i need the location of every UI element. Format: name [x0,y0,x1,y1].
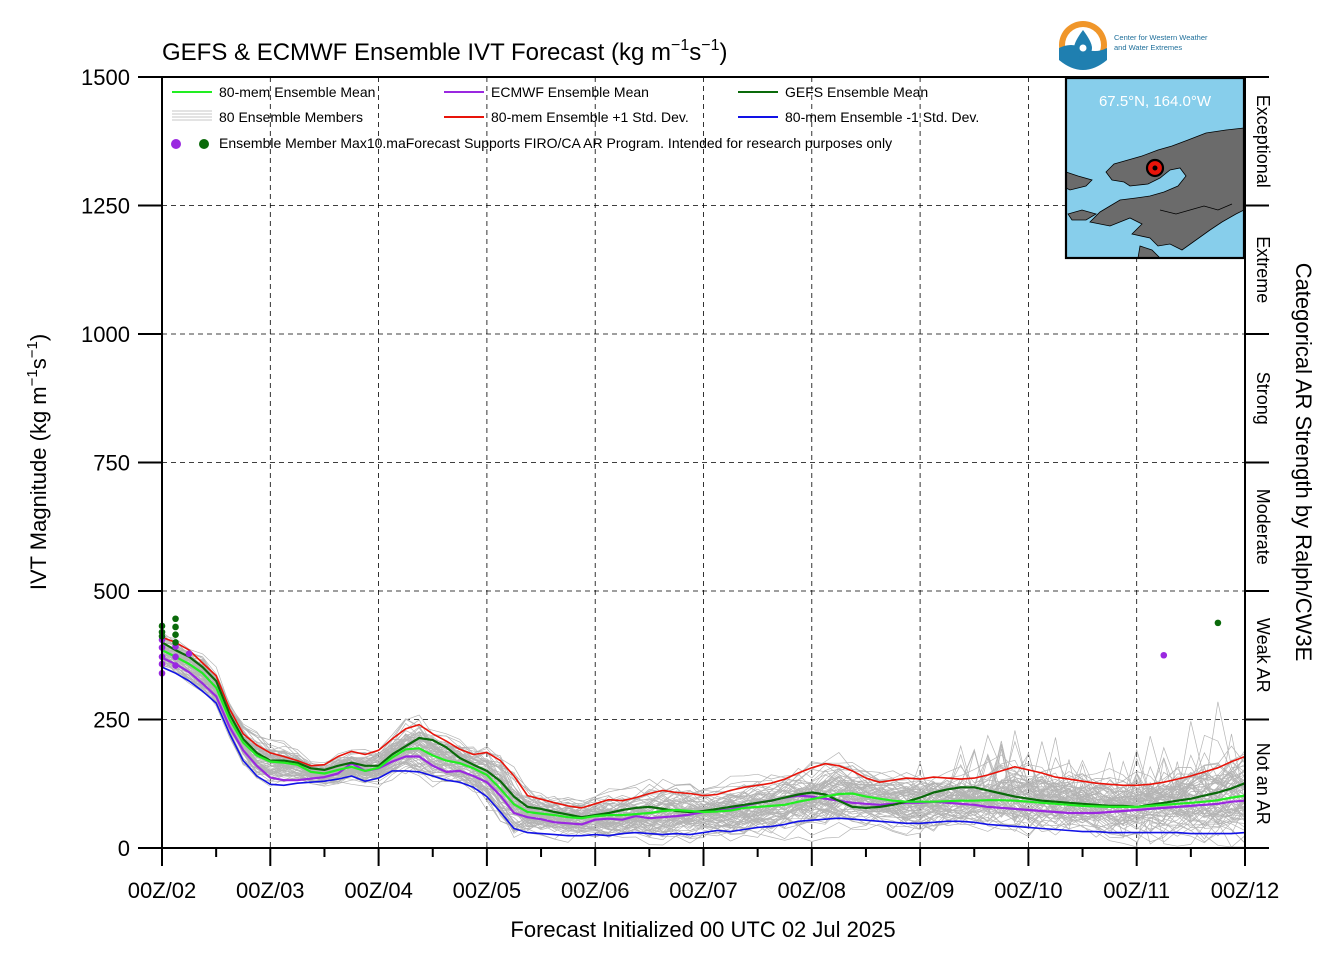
y-tick-label: 0 [118,836,130,861]
ensemble-member-line [161,646,1246,824]
max-point [172,639,179,646]
chart-title: GEFS & ECMWF Ensemble IVT Forecast (kg m… [162,37,728,66]
series-line-4 [161,666,1246,837]
chart-title-mid: s [689,39,701,66]
legend-label-80mem-mean: 80-mem Ensemble Mean [219,84,375,100]
inset-map-frame [1064,76,1246,260]
chart-title-text: GEFS & ECMWF Ensemble IVT Forecast (kg m [162,39,671,66]
y-axis-label-text: IVT Magnitude (kg m [26,386,51,590]
cw3e-logo: Center for Western Weather and Water Ext… [1059,21,1208,70]
y-tick-label: 1000 [81,322,130,347]
series-line-3 [161,636,1246,809]
x-tick-label: 00Z/08 [778,878,847,903]
y-tick-label: 1250 [81,194,130,219]
series-line-0 [161,649,1246,820]
legend: 80-mem Ensemble Mean ECMWF Ensemble Mean… [171,84,979,151]
category-label: Extreme [1253,236,1273,303]
ensemble-member-line [161,635,1246,818]
y-axis-label-exp1: −1 [24,369,41,386]
max-point [1160,651,1168,659]
x-tick-label: 00Z/02 [128,878,197,903]
y-tick-label: 250 [93,708,130,733]
axes [138,76,1246,866]
ensemble-member-line [161,665,1246,836]
category-label: Strong [1253,372,1273,425]
y-axis-label-close: ) [26,334,51,341]
right-axis-label: Categorical AR Strength by Ralph/CW3E [1291,263,1316,662]
max-point [172,623,179,631]
logo-wave-icon [1059,45,1107,70]
ar-category-axis: Not an AR Weak AR Moderate Strong Extreme Exc… [1245,76,1273,849]
max-point [1214,619,1222,627]
x-tick-label: 00Z/06 [561,878,630,903]
legend-label-members: 80 Ensemble Members [219,109,363,125]
logo-drop-icon [1074,30,1092,57]
x-tick-label: 00Z/05 [453,878,522,903]
y-tick-label: 500 [93,579,130,604]
x-axis-label: Forecast Initialized 00 UTC 02 Jul 2025 [510,917,895,942]
x-tick-label: 00Z/12 [1211,878,1280,903]
legend-label-ecmwf-mean: ECMWF Ensemble Mean [491,84,649,100]
legend-label-gefs-mean: GEFS Ensemble Mean [785,84,928,100]
logo-drop-center-icon [1079,44,1087,52]
inset-map: 67.5°N, 164.0°W [1064,76,1246,260]
legend-dot-ecmwf-max [171,139,181,149]
x-tick-label: 00Z/03 [236,878,305,903]
inset-map-coastline [1159,203,1233,215]
tick-labels: 0 250 500 750 1000 1250 1500 00Z/02 00Z/03 00Z/04… [81,65,1279,903]
category-label: Weak AR [1253,618,1273,693]
ensemble-member-line [161,642,1246,816]
y-axis-label: IVT Magnitude (kg m−1s−1) [24,334,51,590]
category-label: Not an AR [1253,743,1273,825]
chart-title-exp2: −1 [701,37,719,54]
max-point [172,662,179,669]
inset-map-land-island [1067,209,1097,221]
legend-label-minus-sd: 80-mem Ensemble -1 Std. Dev. [785,109,979,125]
category-label: Exceptional [1253,95,1273,188]
legend-label-max: Ensemble Member Max10.maForecast Support… [219,135,892,151]
max-point [172,653,179,661]
y-tick-label: 1500 [81,65,130,90]
location-marker-dot [1152,165,1158,171]
x-tick-label: 00Z/09 [886,878,955,903]
legend-swatch-members [172,110,212,121]
legend-dot-gefs-max [199,139,209,149]
series-lines [161,636,1246,837]
chart-title-close: ) [720,39,728,66]
ensemble-member-line [161,649,1246,825]
x-tick-label: 00Z/04 [344,878,413,903]
legend-label-plus-sd: 80-mem Ensemble +1 Std. Dev. [491,109,689,125]
logo-text-line1: Center for Western Weather [1114,33,1208,42]
chart-title-exp1: −1 [671,37,689,54]
y-axis-label-exp2: −1 [24,341,41,358]
x-tick-label: 00Z/07 [669,878,738,903]
y-axis-label-mid: s [26,358,51,369]
ensemble-member-line [161,658,1246,838]
ensemble-member-line [161,649,1246,837]
inset-map-location: 67.5°N, 164.0°W [1099,93,1212,110]
x-tick-label: 00Z/11 [1103,878,1170,903]
y-tick-label: 750 [93,451,130,476]
max-points [158,615,1222,677]
max-point [172,615,179,623]
max-point [172,631,179,638]
category-label: Moderate [1253,489,1273,565]
x-tick-label: 00Z/10 [994,878,1063,903]
max-point [185,650,193,658]
ensemble-member-line [161,648,1246,838]
logo-text-line2: and Water Extremes [1114,43,1182,52]
inset-map-land-alaska [1089,127,1245,251]
